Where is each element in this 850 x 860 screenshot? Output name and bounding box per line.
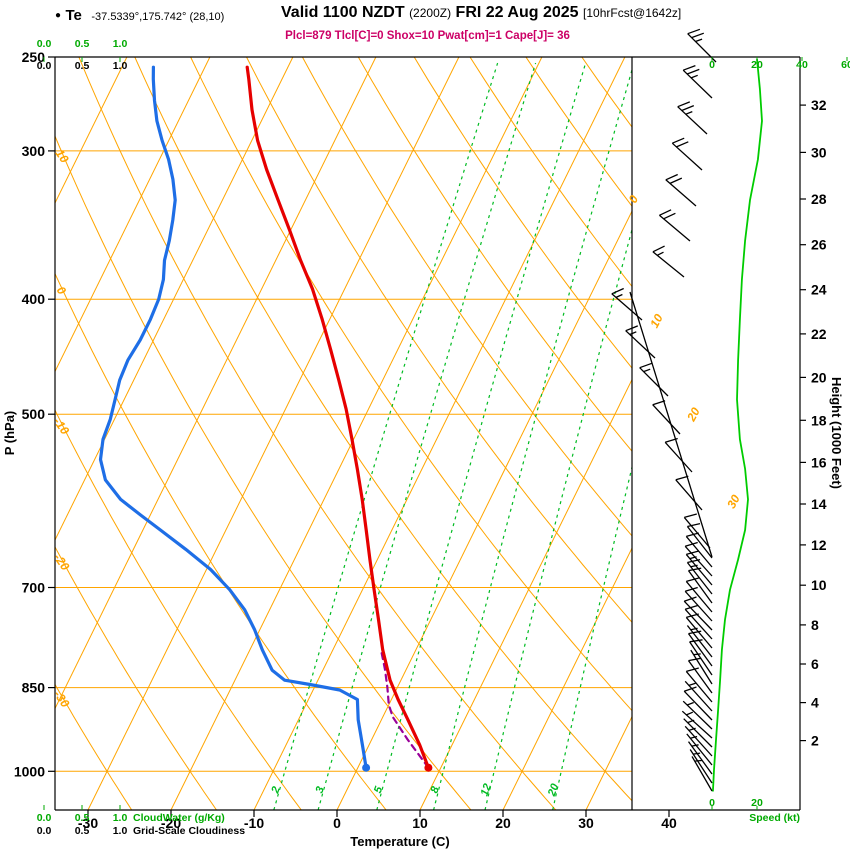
svg-text:30: 30 [578, 815, 594, 831]
svg-text:0: 0 [54, 284, 69, 298]
svg-text:10: 10 [412, 815, 428, 831]
svg-text:0.0: 0.0 [37, 825, 52, 837]
svg-text:-30: -30 [51, 688, 73, 711]
svg-text:20: 20 [811, 369, 827, 385]
svg-text:5: 5 [372, 784, 386, 795]
svg-text:30: 30 [811, 144, 827, 160]
valid-time-utc: (2200Z) [409, 6, 452, 20]
skewt-grid-lines [55, 57, 632, 810]
station-coords: -37.5339°,175.742° (28,10) [91, 11, 225, 23]
station-bullet: ● [55, 10, 62, 21]
svg-text:1000: 1000 [14, 763, 45, 779]
svg-text:2: 2 [269, 785, 283, 796]
svg-text:4: 4 [811, 695, 819, 711]
svg-text:500: 500 [22, 406, 46, 422]
svg-text:10: 10 [647, 311, 666, 330]
svg-text:-30: -30 [78, 815, 98, 831]
svg-text:0.5: 0.5 [75, 825, 90, 837]
svg-text:250: 250 [22, 49, 46, 65]
svg-text:-20: -20 [51, 551, 73, 574]
station-info: ● Te -37.5339°,175.742° (28,10) [55, 7, 224, 25]
forecast-lead-info: [10hrFcst@1642z] [583, 6, 682, 20]
dewpoint-profile [98, 65, 368, 770]
svg-text:1.0: 1.0 [113, 38, 128, 50]
svg-text:12: 12 [811, 537, 827, 553]
svg-text:Grid-Scale Cloudiness: Grid-Scale Cloudiness [133, 825, 245, 837]
svg-text:20: 20 [751, 797, 763, 809]
svg-text:40: 40 [661, 815, 677, 831]
wind-barbs [611, 28, 717, 792]
svg-text:8: 8 [811, 617, 819, 633]
svg-text:-10: -10 [51, 415, 73, 438]
valid-time-main: Valid 1100 NZDT [281, 4, 405, 21]
svg-text:0.5: 0.5 [75, 812, 90, 824]
svg-text:1.0: 1.0 [113, 812, 128, 824]
mixing-ratio-labels: 2 3 5 8 12 20 [269, 781, 562, 798]
svg-text:0.0: 0.0 [37, 60, 52, 72]
svg-text:1.0: 1.0 [113, 825, 128, 837]
svg-text:0.5: 0.5 [75, 60, 90, 72]
surface-temperature-dot [424, 763, 433, 772]
svg-text:3: 3 [313, 785, 326, 795]
svg-text:-10: -10 [244, 815, 264, 831]
valid-time: Valid 1100 NZDT (2200Z) FRI 22 Aug 2025 … [281, 4, 681, 22]
svg-text:300: 300 [22, 143, 46, 159]
svg-text:40: 40 [796, 59, 808, 71]
svg-text:16: 16 [811, 454, 827, 470]
svg-text:0.5: 0.5 [75, 38, 90, 50]
svg-text:1.0: 1.0 [113, 60, 128, 72]
svg-text:Height (1000 Feet): Height (1000 Feet) [829, 377, 844, 489]
svg-text:CloudWater (g/Kg): CloudWater (g/Kg) [133, 812, 225, 824]
svg-text:0: 0 [709, 797, 715, 809]
svg-text:20: 20 [546, 781, 562, 798]
svg-text:14: 14 [811, 496, 827, 512]
svg-text:32: 32 [811, 97, 827, 113]
mixing-ratio-lines [273, 62, 632, 810]
station-name: Te [65, 7, 82, 24]
svg-text:12: 12 [479, 782, 494, 798]
valid-date: FRI 22 Aug 2025 [455, 4, 579, 21]
svg-text:0: 0 [709, 59, 715, 71]
svg-text:10: 10 [811, 577, 827, 593]
sounding-parameters: Plcl=879 Tlcl[C]=0 Shox=10 Pwat[cm]=1 Ca… [285, 30, 570, 42]
svg-text:30: 30 [724, 492, 743, 511]
svg-text:24: 24 [811, 282, 827, 298]
svg-text:850: 850 [22, 680, 46, 696]
svg-text:Temperature (C): Temperature (C) [350, 834, 449, 849]
svg-text:0: 0 [626, 193, 642, 206]
svg-text:26: 26 [811, 237, 827, 253]
svg-text:28: 28 [811, 191, 827, 207]
svg-text:P (hPa): P (hPa) [2, 411, 17, 456]
svg-text:0.0: 0.0 [37, 812, 52, 824]
wind-speed-profile [712, 59, 763, 792]
svg-text:20: 20 [684, 405, 703, 425]
svg-text:6: 6 [811, 656, 819, 672]
chart-frame [54, 56, 801, 811]
svg-text:700: 700 [22, 580, 46, 596]
svg-text:20: 20 [751, 59, 763, 71]
svg-text:60: 60 [841, 59, 850, 71]
svg-text:20: 20 [495, 815, 511, 831]
svg-text:2: 2 [811, 733, 819, 749]
svg-text:-20: -20 [161, 815, 181, 831]
parcel-path [379, 648, 430, 769]
surface-dewpoint-dot [362, 763, 371, 772]
svg-text:0: 0 [333, 815, 341, 831]
svg-text:400: 400 [22, 291, 46, 307]
svg-text:0.0: 0.0 [37, 38, 52, 50]
svg-text:18: 18 [811, 412, 827, 428]
svg-text:Speed (kt): Speed (kt) [749, 812, 800, 824]
svg-text:8: 8 [428, 784, 442, 795]
temperature-profile [245, 65, 430, 770]
svg-text:22: 22 [811, 326, 827, 342]
